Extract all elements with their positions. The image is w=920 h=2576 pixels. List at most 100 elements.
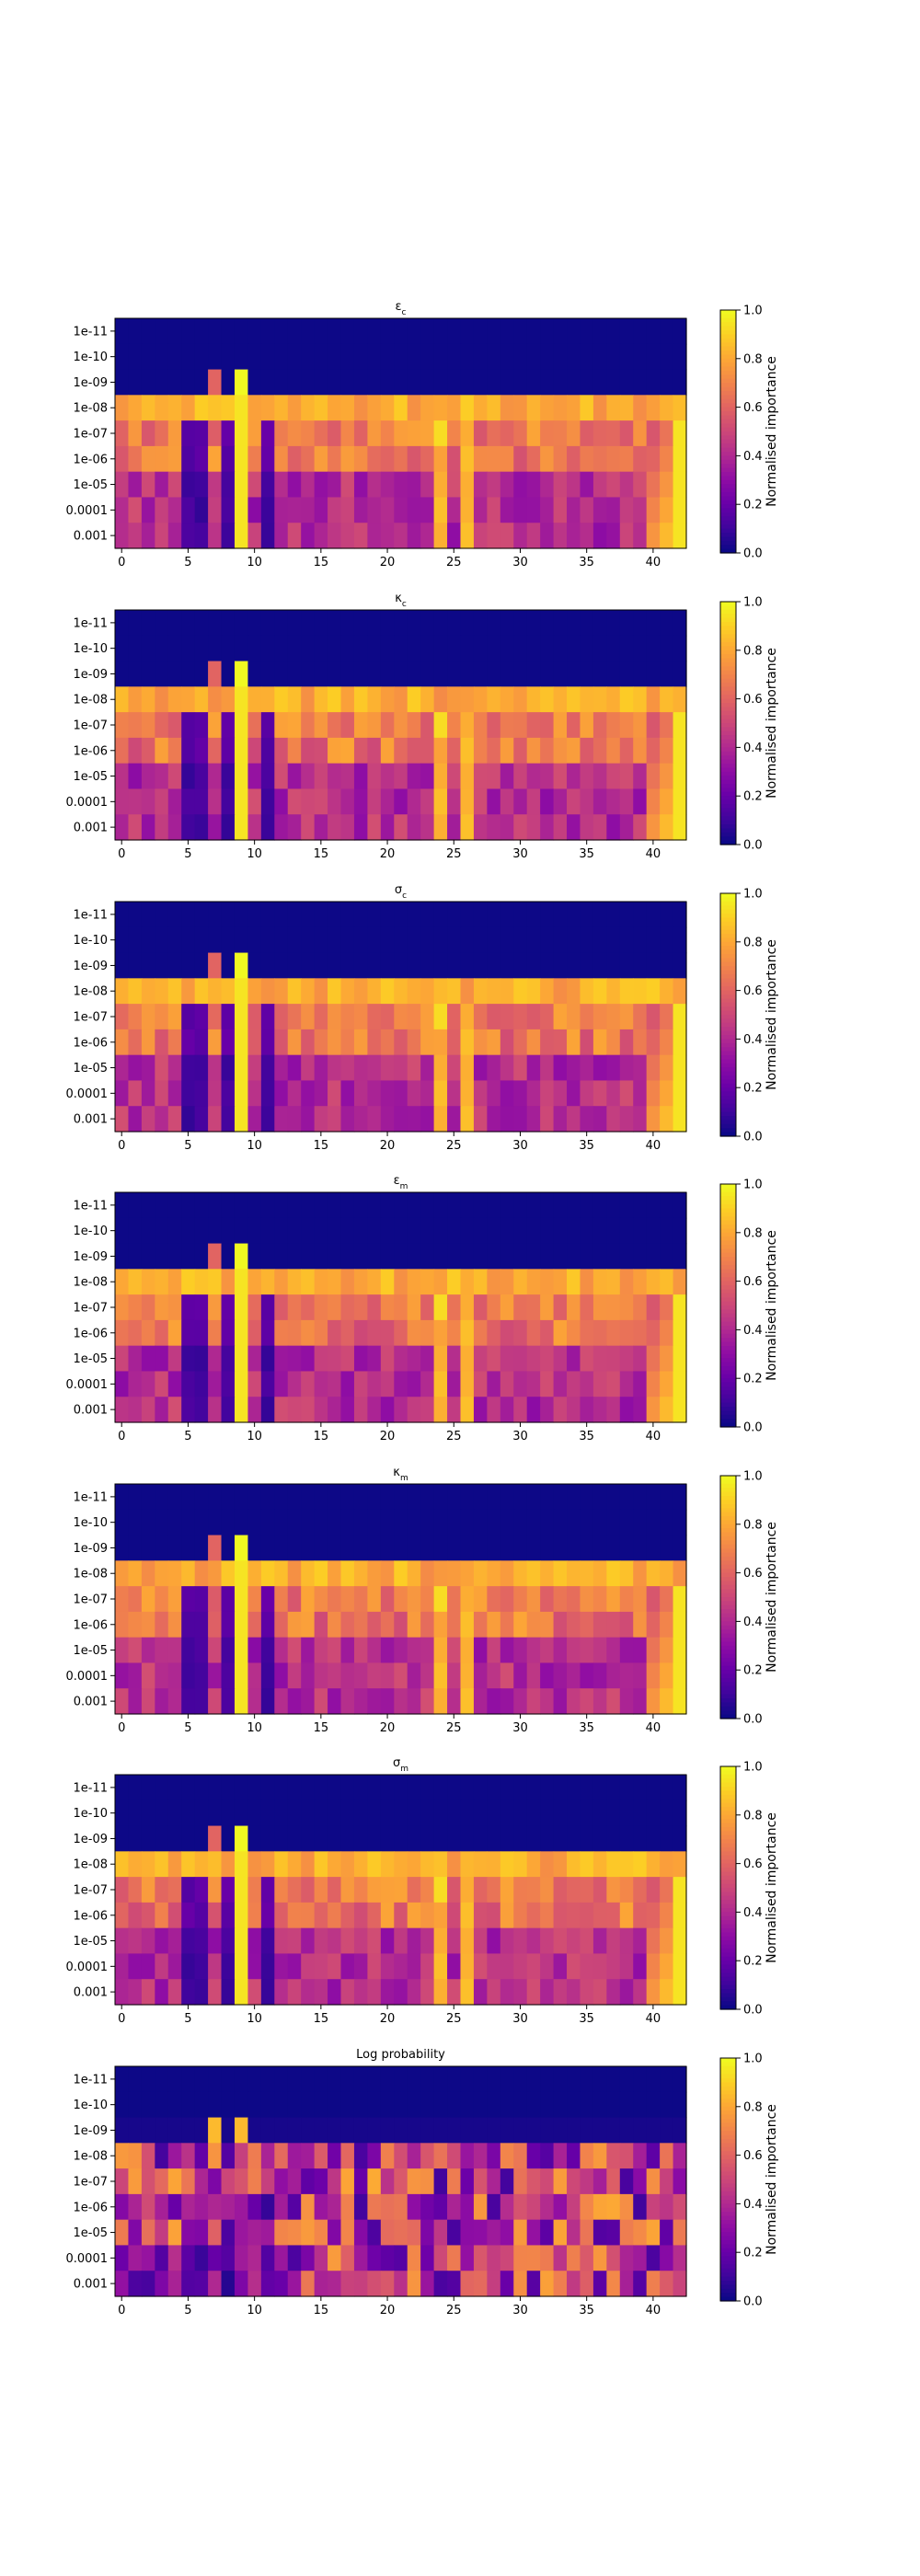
colorbar-step: [720, 2005, 736, 2010]
heatmap-cell: [194, 2245, 209, 2271]
heatmap-cell: [234, 395, 249, 421]
heatmap-cell: [260, 318, 275, 345]
heatmap-cell: [473, 635, 488, 662]
heatmap-cell: [115, 2143, 130, 2169]
heatmap-cell: [460, 369, 475, 396]
heatmap-cell: [673, 1054, 687, 1082]
heatmap-cell: [115, 1371, 130, 1397]
heatmap-cell: [619, 1775, 634, 1801]
heatmap-cell: [487, 737, 501, 765]
heatmap-cell: [660, 788, 674, 815]
heatmap-cell: [619, 1004, 634, 1030]
heatmap-cell: [460, 2168, 475, 2195]
heatmap-cell: [633, 788, 648, 815]
heatmap-cell: [221, 1800, 236, 1827]
x-tick-label: 15: [314, 1721, 329, 1735]
heatmap-cell: [606, 1269, 621, 1295]
heatmap-cell: [274, 635, 289, 662]
heatmap-cell: [340, 712, 355, 739]
heatmap-cell: [208, 2091, 223, 2119]
colorbar-step: [720, 1778, 736, 1784]
heatmap-cell: [673, 661, 687, 687]
heatmap-cell: [526, 471, 541, 499]
heatmap-cell: [473, 1484, 488, 1511]
heatmap-cell: [619, 1877, 634, 1903]
heatmap-cell: [619, 712, 634, 739]
heatmap-cell: [274, 1877, 289, 1903]
colorbar-step: [720, 2276, 736, 2282]
colorbar-step: [720, 1892, 736, 1897]
heatmap-cell: [540, 686, 555, 713]
heatmap-cell: [526, 1927, 541, 1955]
heatmap-cell: [487, 712, 501, 739]
heatmap-cell: [407, 737, 421, 765]
heatmap-cell: [287, 1851, 302, 1878]
heatmap-cell: [234, 2143, 249, 2169]
heatmap-cell: [447, 1192, 462, 1219]
heatmap-cell: [328, 661, 342, 687]
heatmap-cell: [340, 1953, 355, 1980]
colorbar-step: [720, 2252, 736, 2258]
heatmap-cell: [433, 318, 448, 345]
heatmap-cell: [167, 814, 182, 841]
heatmap-cell: [260, 1535, 275, 1561]
heatmap-cell: [473, 343, 488, 371]
colorbar-step: [720, 1662, 736, 1667]
heatmap-cell: [646, 737, 661, 765]
heatmap-cell: [606, 952, 621, 979]
heatmap-cell: [221, 2219, 236, 2247]
heatmap-cell: [500, 952, 514, 979]
heatmap-cell: [646, 1877, 661, 1903]
heatmap-cell: [221, 1535, 236, 1561]
heatmap-cell: [194, 1560, 209, 1587]
y-tick-label: 1e-11: [73, 325, 108, 339]
heatmap-cell: [301, 814, 316, 841]
heatmap-cell: [660, 1484, 674, 1511]
heatmap-cell: [340, 1902, 355, 1929]
heatmap-cell: [314, 902, 328, 928]
heatmap-cell: [660, 2168, 674, 2195]
heatmap-cell: [447, 2117, 462, 2144]
heatmap-cell: [433, 926, 448, 954]
heatmap-cell: [553, 1217, 568, 1245]
y-tick-label: 1e-07: [73, 2176, 108, 2190]
heatmap-cell: [314, 2066, 328, 2093]
heatmap-cell: [380, 1054, 395, 1082]
y-tick-label: 1e-05: [73, 770, 108, 784]
heatmap-cell: [673, 1611, 687, 1639]
heatmap-cell: [128, 1217, 143, 1245]
heatmap-cell: [141, 471, 155, 499]
x-tick-label: 40: [646, 1430, 661, 1443]
heatmap-cell: [328, 1397, 342, 1423]
colorbar-step: [720, 1252, 736, 1258]
colorbar-step: [720, 751, 736, 756]
heatmap-cell: [394, 1004, 408, 1030]
heatmap-cell: [420, 1637, 435, 1664]
colorbar-step: [720, 670, 736, 675]
heatmap-cell: [367, 445, 382, 473]
heatmap-cell: [194, 471, 209, 499]
colorbar-step: [720, 1811, 736, 1816]
x-tick-label: 40: [646, 1139, 661, 1153]
heatmap-cell: [433, 1106, 448, 1133]
heatmap-cell: [314, 788, 328, 815]
colorbar-tick-label: 0.2: [743, 1664, 763, 1678]
heatmap-cell: [660, 1775, 674, 1801]
heatmap-cell: [553, 1560, 568, 1587]
colorbar-step: [720, 958, 736, 963]
colorbar-step: [720, 1976, 736, 1982]
colorbar-step: [720, 921, 736, 926]
heatmap-cell: [194, 318, 209, 345]
heatmap-cell: [367, 1979, 382, 2006]
heatmap-cell: [340, 661, 355, 687]
colorbar-tick-label: 0.6: [743, 1567, 763, 1581]
colorbar-step: [720, 1346, 736, 1351]
heatmap-cell: [128, 1004, 143, 1030]
heatmap-cell: [619, 737, 634, 765]
heatmap-cell: [592, 369, 607, 396]
heatmap-cell: [487, 1484, 501, 1511]
heatmap-cell: [433, 1029, 448, 1056]
heatmap-cell: [353, 1927, 368, 1955]
colorbar-step: [720, 1524, 736, 1529]
heatmap-cell: [115, 1800, 130, 1827]
